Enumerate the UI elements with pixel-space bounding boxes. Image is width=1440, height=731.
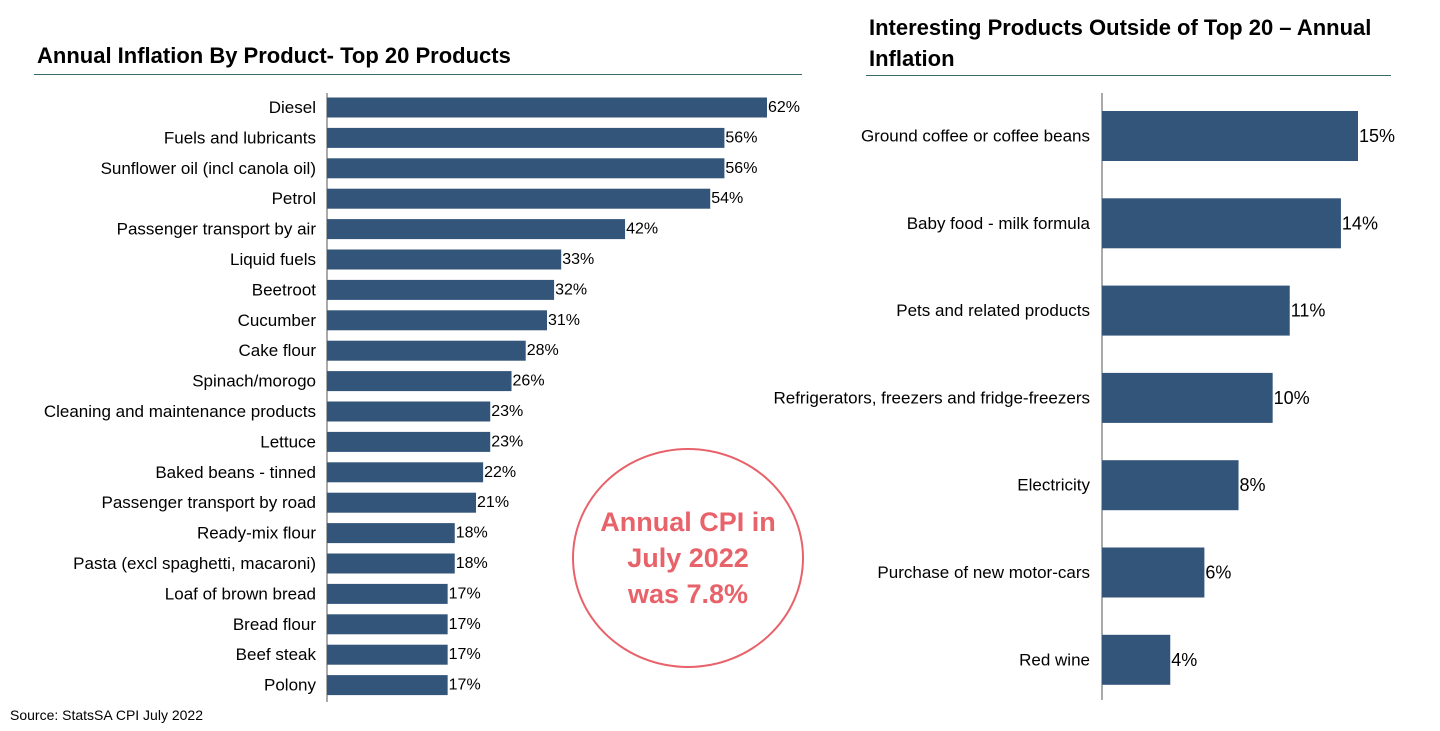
left-category-label: Bread flour [233, 615, 316, 634]
left-value-label: 23% [491, 433, 523, 450]
left-bar [327, 401, 491, 422]
left-chart-title: Annual Inflation By Product- Top 20 Prod… [37, 43, 511, 68]
right-title-rule [866, 75, 1391, 76]
left-bar [327, 127, 725, 148]
left-value-label: 56% [725, 129, 757, 146]
right-category-label: Baby food - milk formula [907, 214, 1091, 233]
right-category-label: Red wine [1019, 650, 1090, 669]
left-bar [327, 340, 526, 361]
right-category-label: Refrigerators, freezers and fridge-freez… [773, 388, 1090, 407]
left-value-label: 31% [548, 312, 580, 329]
left-title-rule [34, 74, 802, 75]
right-category-label: Electricity [1017, 476, 1090, 495]
left-bar [327, 431, 491, 452]
left-value-label: 28% [527, 342, 559, 359]
left-category-label: Ready-mix flour [197, 524, 316, 543]
left-category-label: Fuels and lubricants [164, 128, 316, 147]
left-value-label: 26% [513, 373, 545, 390]
left-bar [327, 158, 725, 179]
right-value-label: 10% [1274, 388, 1310, 408]
left-bar [327, 97, 767, 118]
left-value-label: 21% [477, 494, 509, 511]
left-category-label: Passenger transport by road [101, 493, 316, 512]
left-value-label: 32% [555, 281, 587, 298]
left-value-label: 62% [768, 99, 800, 116]
right-category-label: Purchase of new motor-cars [877, 563, 1090, 582]
left-bar [327, 644, 448, 665]
right-value-label: 8% [1240, 475, 1266, 495]
cpi-callout-text: Annual CPI in July 2022 was 7.8% [600, 507, 776, 609]
left-category-label: Beef steak [236, 645, 317, 664]
right-bar [1102, 547, 1205, 598]
left-category-label: Cake flour [239, 341, 317, 360]
right-bar [1102, 372, 1273, 423]
left-value-label: 17% [449, 585, 481, 602]
left-bar [327, 188, 711, 209]
left-value-label: 54% [711, 190, 743, 207]
right-bar [1102, 285, 1290, 336]
right-bar [1102, 634, 1171, 685]
right-value-label: 11% [1291, 301, 1326, 321]
right-bar [1102, 460, 1239, 511]
left-chart: Diesel 62% Fuels and lubricants 56% Sunflowe… [44, 93, 800, 702]
left-bar [327, 279, 555, 300]
left-category-label: Petrol [272, 189, 316, 208]
right-value-label: 14% [1342, 213, 1378, 233]
right-bar [1102, 111, 1358, 161]
left-bar [327, 553, 455, 574]
left-category-label: Lettuce [260, 432, 316, 451]
right-value-label: 4% [1171, 650, 1197, 670]
left-bar [327, 249, 562, 270]
left-bar [327, 462, 484, 483]
left-bar [327, 219, 626, 240]
left-value-label: 22% [484, 464, 516, 481]
left-category-label: Passenger transport by air [117, 220, 317, 239]
left-bar [327, 371, 512, 392]
left-bar [327, 492, 477, 513]
left-bar [327, 583, 448, 604]
right-bar [1102, 198, 1341, 249]
left-category-label: Liquid fuels [230, 250, 316, 269]
left-value-label: 18% [456, 525, 488, 542]
left-value-label: 56% [725, 160, 757, 177]
left-category-label: Loaf of brown bread [165, 584, 316, 603]
left-bar [327, 614, 448, 635]
right-value-label: 6% [1205, 563, 1231, 583]
left-value-label: 23% [491, 403, 523, 420]
left-value-label: 18% [456, 555, 488, 572]
left-value-label: 33% [562, 251, 594, 268]
right-category-label: Ground coffee or coffee beans [861, 127, 1090, 146]
left-value-label: 17% [449, 646, 481, 663]
left-category-label: Diesel [269, 98, 316, 117]
right-category-label: Pets and related products [896, 301, 1090, 320]
source-note: Source: StatsSA CPI July 2022 [10, 707, 203, 723]
left-category-label: Cleaning and maintenance products [44, 402, 316, 421]
left-bar [327, 523, 455, 544]
left-bar [327, 310, 547, 331]
left-category-label: Cucumber [238, 311, 317, 330]
left-category-label: Polony [264, 676, 316, 695]
left-category-label: Beetroot [252, 280, 317, 299]
left-category-label: Baked beans - tinned [155, 463, 316, 482]
left-value-label: 17% [449, 677, 481, 694]
cpi-callout-circle: Annual CPI in July 2022 was 7.8% [572, 448, 804, 668]
right-chart: Ground coffee or coffee beans 15% Baby foo… [773, 93, 1395, 700]
left-bar [327, 675, 448, 696]
right-value-label: 15% [1359, 126, 1395, 146]
left-category-label: Spinach/morogo [192, 372, 316, 391]
left-category-label: Pasta (excl spaghetti, macaroni) [73, 554, 316, 573]
left-category-label: Sunflower oil (incl canola oil) [101, 159, 316, 178]
left-value-label: 17% [449, 616, 481, 633]
left-value-label: 42% [626, 221, 658, 238]
right-chart-title: Interesting Products Outside of Top 20 –… [869, 15, 1372, 71]
